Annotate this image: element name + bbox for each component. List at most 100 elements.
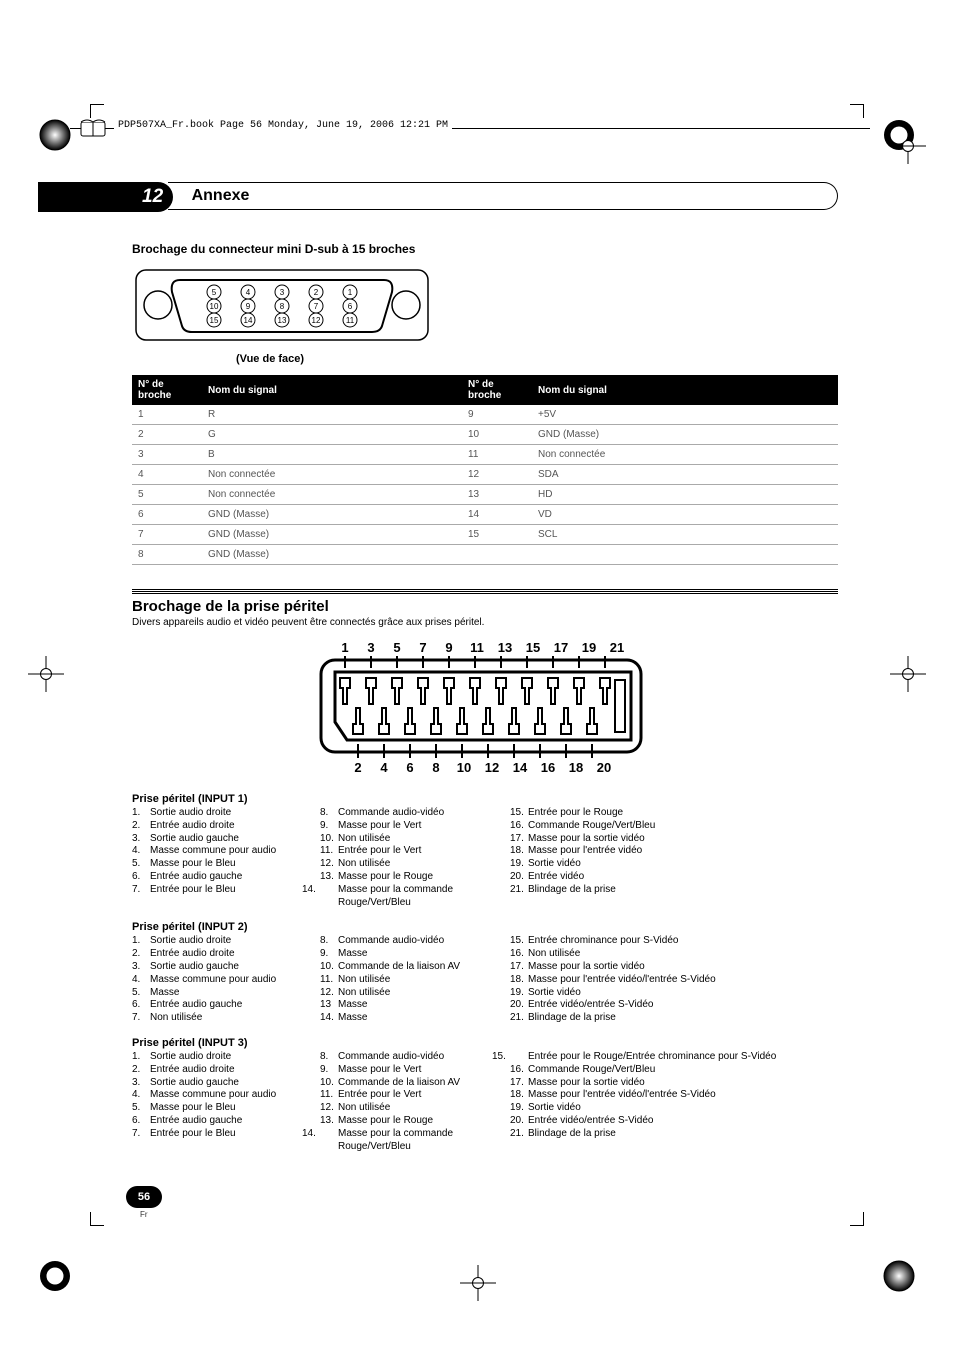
list-item: 13Masse bbox=[320, 999, 500, 1012]
dsub-diagram: 54321 109876 1514131211 (Vue de face) bbox=[132, 266, 838, 365]
svg-text:15: 15 bbox=[526, 640, 540, 655]
list-item: 11.Non utilisée bbox=[320, 974, 500, 987]
scart-columns: 1.Sortie audio droite2.Entrée audio droi… bbox=[132, 807, 838, 909]
list-item: 11.Entrée pour le Vert bbox=[320, 1089, 500, 1102]
list-item: 19.Sortie vidéo bbox=[510, 1102, 830, 1115]
svg-text:7: 7 bbox=[419, 640, 426, 655]
pin-number-cell: 7 bbox=[132, 525, 202, 545]
scart-column: 15.Entrée pour le Rouge/Entrée chrominan… bbox=[510, 1051, 830, 1153]
signal-name-cell: Non connectée bbox=[202, 465, 462, 485]
list-item: 8.Commande audio-vidéo bbox=[320, 1051, 500, 1064]
list-item: 15.Entrée chrominance pour S-Vidéo bbox=[510, 935, 830, 948]
scart-input-block: Prise péritel (INPUT 1)1.Sortie audio dr… bbox=[132, 793, 838, 909]
svg-text:13: 13 bbox=[278, 316, 287, 325]
list-item: 7.Entrée pour le Bleu bbox=[132, 1128, 310, 1141]
signal-name-cell: +5V bbox=[532, 405, 838, 425]
scart-columns: 1.Sortie audio droite2.Entrée audio droi… bbox=[132, 1051, 838, 1153]
scart-column: 8.Commande audio-vidéo9.Masse10.Commande… bbox=[320, 935, 500, 1025]
svg-text:2: 2 bbox=[354, 760, 361, 775]
scart-column: 15.Entrée chrominance pour S-Vidéo16.Non… bbox=[510, 935, 830, 1025]
page-content: 12 Annexe Brochage du connecteur mini D-… bbox=[132, 182, 838, 1165]
svg-text:11: 11 bbox=[470, 640, 484, 655]
pin-number-cell: 9 bbox=[462, 405, 532, 425]
pin-number-cell bbox=[462, 545, 532, 565]
pin-number-cell: 11 bbox=[462, 445, 532, 465]
table-row: 3B11Non connectée bbox=[132, 445, 838, 465]
list-item: 9.Masse bbox=[320, 948, 500, 961]
list-item: 14.Masse pour la commande Rouge/Vert/Ble… bbox=[320, 884, 500, 910]
scart-input-block: Prise péritel (INPUT 2)1.Sortie audio dr… bbox=[132, 921, 838, 1025]
signal-name-cell: B bbox=[202, 445, 462, 465]
svg-text:19: 19 bbox=[582, 640, 596, 655]
th-pin-1: N° de broche bbox=[132, 375, 202, 405]
table-row: 1R9+5V bbox=[132, 405, 838, 425]
signal-name-cell: Non connectée bbox=[202, 485, 462, 505]
svg-text:18: 18 bbox=[569, 760, 583, 775]
svg-text:1: 1 bbox=[341, 640, 348, 655]
list-item: 10.Commande de la liaison AV bbox=[320, 1077, 500, 1090]
list-item: 20.Entrée vidéo/entrée S-Vidéo bbox=[510, 1115, 830, 1128]
th-sig-2: Nom du signal bbox=[532, 375, 838, 405]
svg-text:14: 14 bbox=[244, 316, 253, 325]
regmark-bottom-right bbox=[882, 1259, 916, 1293]
regmark-top-left bbox=[38, 118, 72, 152]
pin-number-cell: 10 bbox=[462, 425, 532, 445]
list-item: 13.Masse pour le Rouge bbox=[320, 871, 500, 884]
table-row: 8GND (Masse) bbox=[132, 545, 838, 565]
th-sig-1: Nom du signal bbox=[202, 375, 462, 405]
pin-number-cell: 6 bbox=[132, 505, 202, 525]
signal-name-cell: GND (Masse) bbox=[202, 525, 462, 545]
scart-diagram: 13579 111315171921 2468 101214161820 bbox=[132, 638, 838, 783]
page-number: 56 bbox=[126, 1186, 162, 1208]
list-item: 17.Masse pour la sortie vidéo bbox=[510, 1077, 830, 1090]
svg-text:2: 2 bbox=[314, 288, 319, 297]
svg-text:12: 12 bbox=[485, 760, 499, 775]
signal-name-cell: G bbox=[202, 425, 462, 445]
pin-number-cell: 12 bbox=[462, 465, 532, 485]
svg-text:1: 1 bbox=[348, 288, 353, 297]
list-item: 7.Non utilisée bbox=[132, 1012, 310, 1025]
svg-text:6: 6 bbox=[348, 302, 353, 311]
list-item: 11.Entrée pour le Vert bbox=[320, 845, 500, 858]
dsub-svg: 54321 109876 1514131211 bbox=[132, 266, 432, 344]
table-row: 5Non connectée13HD bbox=[132, 485, 838, 505]
dsub-caption: (Vue de face) bbox=[236, 353, 838, 365]
pin-number-cell: 4 bbox=[132, 465, 202, 485]
list-item: 21.Blindage de la prise bbox=[510, 1128, 830, 1141]
svg-text:4: 4 bbox=[246, 288, 251, 297]
scart-column: 8.Commande audio-vidéo9.Masse pour le Ve… bbox=[320, 807, 500, 909]
svg-text:20: 20 bbox=[597, 760, 611, 775]
svg-text:17: 17 bbox=[554, 640, 568, 655]
regmark-bottom-left bbox=[38, 1259, 72, 1293]
scart-column: 8.Commande audio-vidéo9.Masse pour le Ve… bbox=[320, 1051, 500, 1153]
list-item: 16.Commande Rouge/Vert/Bleu bbox=[510, 820, 830, 833]
pin-number-cell: 14 bbox=[462, 505, 532, 525]
crosshair-bottom bbox=[460, 1265, 496, 1301]
crosshair-right bbox=[890, 656, 926, 692]
list-item: 6.Entrée audio gauche bbox=[132, 1115, 310, 1128]
list-item: 19.Sortie vidéo bbox=[510, 987, 830, 1000]
scart-column: 15.Entrée pour le Rouge16.Commande Rouge… bbox=[510, 807, 830, 909]
pin-number-cell: 2 bbox=[132, 425, 202, 445]
pin-number-cell: 5 bbox=[132, 485, 202, 505]
list-item: 5.Masse pour le Bleu bbox=[132, 1102, 310, 1115]
pin-number-cell: 13 bbox=[462, 485, 532, 505]
list-item: 3.Sortie audio gauche bbox=[132, 833, 310, 846]
list-item: 19.Sortie vidéo bbox=[510, 858, 830, 871]
signal-name-cell: GND (Masse) bbox=[202, 545, 462, 565]
list-item: 4.Masse commune pour audio bbox=[132, 1089, 310, 1102]
svg-text:5: 5 bbox=[393, 640, 400, 655]
list-item: 12.Non utilisée bbox=[320, 1102, 500, 1115]
table-row: 2G10GND (Masse) bbox=[132, 425, 838, 445]
list-item: 18.Masse pour l'entrée vidéo bbox=[510, 845, 830, 858]
svg-text:13: 13 bbox=[498, 640, 512, 655]
scart-column: 1.Sortie audio droite2.Entrée audio droi… bbox=[132, 807, 310, 909]
list-item: 1.Sortie audio droite bbox=[132, 935, 310, 948]
list-item: 16.Commande Rouge/Vert/Bleu bbox=[510, 1064, 830, 1077]
table-row: 6GND (Masse)14VD bbox=[132, 505, 838, 525]
svg-text:7: 7 bbox=[314, 302, 319, 311]
list-item: 3.Sortie audio gauche bbox=[132, 1077, 310, 1090]
svg-text:10: 10 bbox=[210, 302, 219, 311]
list-item: 13.Masse pour le Rouge bbox=[320, 1115, 500, 1128]
list-item: 2.Entrée audio droite bbox=[132, 948, 310, 961]
